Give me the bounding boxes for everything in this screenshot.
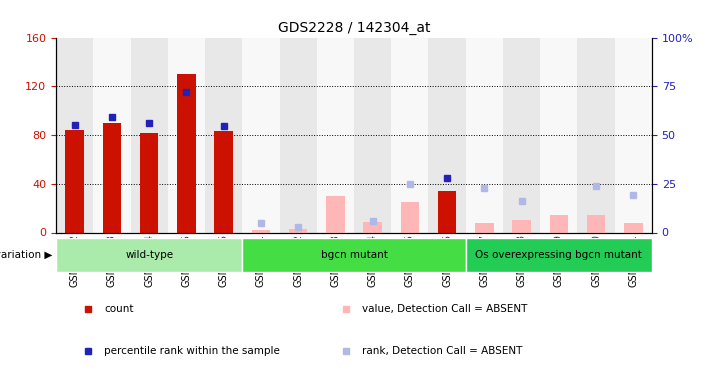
Bar: [550, 215, 568, 232]
Bar: [65, 130, 84, 232]
Text: genotype/variation ▶: genotype/variation ▶: [0, 250, 53, 260]
FancyBboxPatch shape: [243, 238, 465, 272]
Bar: [615, 38, 652, 232]
Text: count: count: [104, 304, 134, 314]
Bar: [400, 202, 419, 232]
Bar: [475, 223, 494, 232]
Bar: [465, 38, 503, 232]
Bar: [130, 38, 168, 232]
Text: rank, Detection Call = ABSENT: rank, Detection Call = ABSENT: [362, 346, 523, 355]
Bar: [624, 223, 643, 232]
Bar: [177, 74, 196, 232]
Bar: [512, 220, 531, 232]
Bar: [252, 230, 270, 232]
Bar: [205, 38, 243, 232]
Bar: [363, 222, 382, 232]
Bar: [587, 215, 606, 232]
Bar: [280, 38, 317, 232]
Bar: [354, 38, 391, 232]
Text: value, Detection Call = ABSENT: value, Detection Call = ABSENT: [362, 304, 528, 314]
Text: percentile rank within the sample: percentile rank within the sample: [104, 346, 280, 355]
Bar: [391, 38, 428, 232]
Title: GDS2228 / 142304_at: GDS2228 / 142304_at: [278, 21, 430, 35]
Text: Os overexpressing bgcn mutant: Os overexpressing bgcn mutant: [475, 250, 642, 260]
Bar: [168, 38, 205, 232]
Bar: [93, 38, 130, 232]
Bar: [243, 38, 280, 232]
Bar: [578, 38, 615, 232]
Bar: [503, 38, 540, 232]
Bar: [289, 229, 308, 232]
Text: bgcn mutant: bgcn mutant: [320, 250, 388, 260]
Bar: [438, 191, 456, 232]
Bar: [540, 38, 578, 232]
FancyBboxPatch shape: [56, 238, 243, 272]
Bar: [326, 196, 345, 232]
Bar: [102, 123, 121, 232]
Bar: [140, 133, 158, 232]
Bar: [428, 38, 465, 232]
Text: wild-type: wild-type: [125, 250, 173, 260]
FancyBboxPatch shape: [465, 238, 652, 272]
Bar: [317, 38, 354, 232]
Bar: [56, 38, 93, 232]
Bar: [215, 131, 233, 232]
